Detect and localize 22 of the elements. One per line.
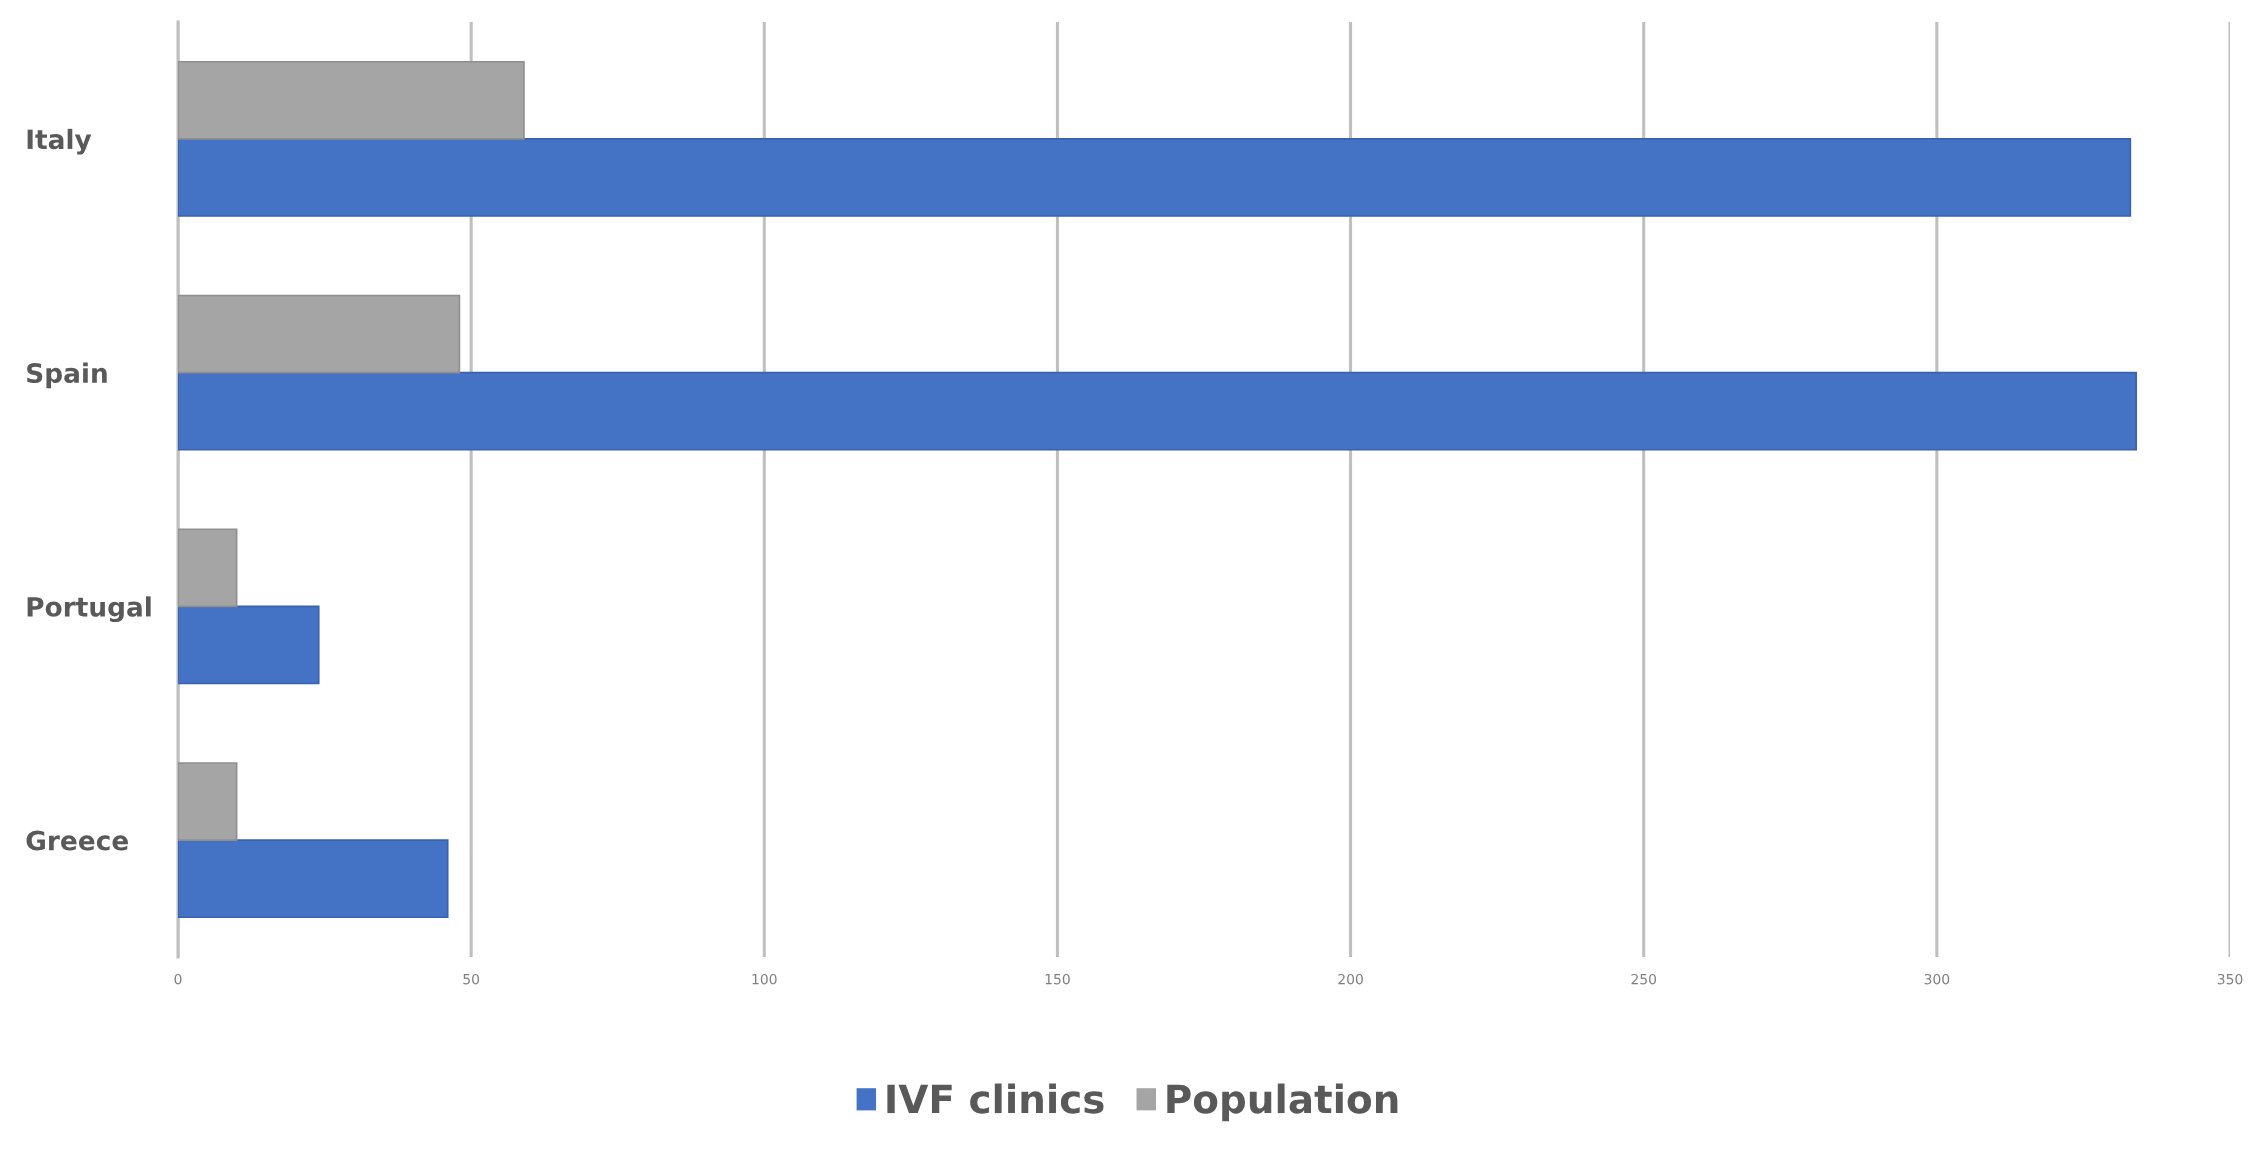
bar [178, 138, 2132, 217]
x-tick-label: 200 [1338, 973, 1363, 985]
y-tick-label: Spain [27, 362, 107, 389]
x-tick-label: 300 [1924, 973, 1950, 985]
bar [178, 528, 238, 608]
bar [178, 294, 461, 374]
x-tick-label: 50 [463, 973, 480, 985]
bar [178, 60, 525, 140]
bar [178, 839, 449, 919]
legend-label: Population [1167, 1083, 1398, 1122]
legend-label: IVF clinics [887, 1083, 1104, 1114]
bar [178, 605, 320, 685]
y-tick-label: Greece [26, 830, 128, 851]
bar [178, 371, 2138, 451]
x-tick-label: 350 [2217, 973, 2243, 985]
y-tick-label: Italy [27, 128, 92, 155]
bar [178, 762, 238, 841]
x-tick-label: 100 [752, 973, 777, 985]
y-tick-label: Portugal [27, 596, 151, 623]
x-tick-label: 250 [1631, 973, 1657, 985]
x-tick-label: 150 [1045, 973, 1070, 985]
x-tick-label: 0 [174, 973, 182, 985]
